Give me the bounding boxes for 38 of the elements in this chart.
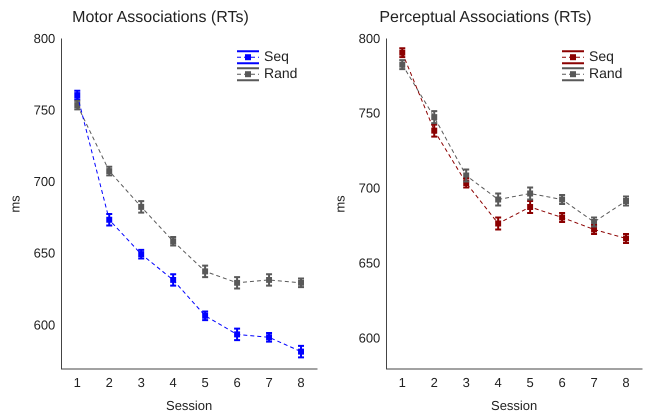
x-tick-label: 1 [398,375,406,390]
y-tick-label: 750 [358,106,380,121]
point [73,100,82,110]
x-axis-title: Session [166,398,212,413]
y-tick-label: 800 [358,30,380,46]
x-tick-label: 8 [297,375,305,390]
x-tick-label: 5 [202,375,209,390]
y-axis-title: ms [7,194,22,213]
y-tick-label: 600 [358,330,380,346]
legend-label: Rand [589,65,622,82]
x-tick-label: 4 [494,375,502,390]
y-tick-label: 700 [358,180,380,196]
chart-title: Perceptual Associations (RTs) [379,9,592,26]
legend-label: Rand [264,65,298,82]
y-tick-label: 750 [34,102,56,118]
y-tick-label: 650 [358,256,380,271]
x-tick-label: 4 [170,375,177,390]
x-tick-label: 2 [430,375,438,390]
legend-label: Seq [264,48,289,64]
y-axis-title: ms [332,194,348,213]
x-tick-label: 8 [622,375,630,390]
x-axis-title: Session [491,398,538,413]
y-tick-label: 700 [34,174,56,190]
x-tick-label: 6 [558,375,566,390]
x-tick-label: 3 [138,375,145,390]
x-tick-label: 3 [462,375,470,390]
y-tick-label: 600 [34,317,56,332]
x-tick-label: 7 [590,375,598,390]
legend-label: Seq [589,48,614,64]
chart-title: Motor Associations (RTs) [72,9,249,26]
x-tick-label: 7 [265,375,273,390]
x-tick-label: 1 [74,375,81,390]
y-tick-label: 800 [34,30,56,46]
x-tick-label: 5 [526,375,534,390]
y-tick-label: 650 [34,246,56,261]
point [590,216,598,228]
x-tick-label: 2 [106,375,113,390]
x-tick-label: 6 [233,375,241,390]
